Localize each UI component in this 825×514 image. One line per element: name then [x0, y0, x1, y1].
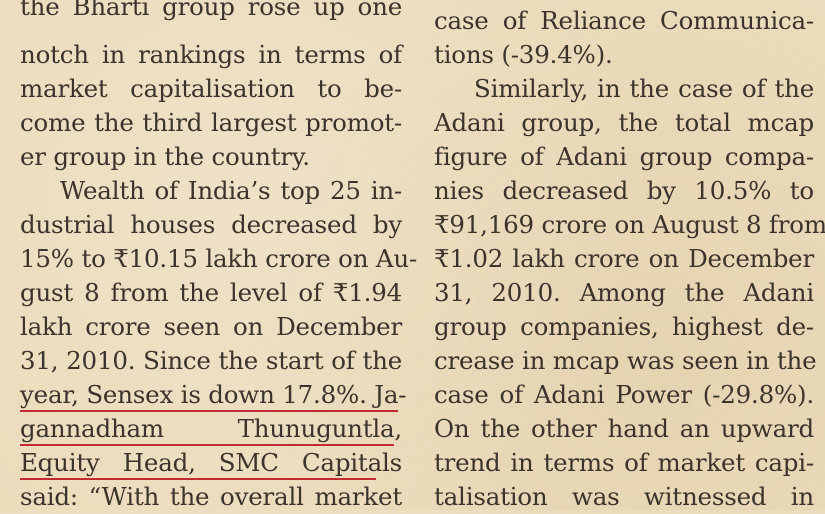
text-line: said: “With the overall market: [20, 482, 402, 511]
text-line: Equity Head, SMC Capitals: [20, 448, 402, 477]
text-line: gust 8 from the level of ₹1.94: [20, 278, 402, 307]
red-underline: [20, 478, 376, 480]
text-line: 31, 2010. Among the Adani: [434, 278, 814, 307]
text-line: er group in the country.: [20, 142, 310, 171]
text-line: trend in terms of market capi-: [434, 448, 814, 477]
text-line: ₹1.02 lakh crore on December: [434, 244, 814, 273]
text-line: ₹91,169 crore on August 8 from: [434, 210, 825, 239]
text-line: tions (-39.4%).: [434, 40, 613, 69]
text-line: gannadham Thunuguntla,: [20, 414, 402, 443]
text-line: talisation was witnessed in: [434, 482, 814, 511]
text-line: the Bharti group rose up one: [20, 0, 402, 21]
text-line: Wealth of India’s top 25 in-: [60, 176, 402, 205]
text-line: 15% to ₹10.15 lakh crore on Au-: [20, 244, 418, 273]
text-line: Adani group, the total mcap: [434, 108, 814, 137]
text-line: come the third largest promot-: [20, 108, 402, 137]
text-line: On the other hand an upward: [434, 414, 814, 443]
text-line: figure of Adani group compa-: [434, 142, 814, 171]
text-line: dustrial houses decreased by: [20, 210, 402, 239]
text-line: case of Reliance Communica-: [434, 6, 814, 35]
text-line: crease in mcap was seen in the: [434, 346, 817, 375]
text-line: lakh crore seen on December: [20, 312, 402, 341]
text-line: group companies, highest de-: [434, 312, 814, 341]
text-line: 31, 2010. Since the start of the: [20, 346, 402, 375]
red-underline: [20, 444, 394, 446]
text-line: case of Adani Power (-29.8%).: [434, 380, 814, 409]
text-line: notch in rankings in terms of: [20, 40, 402, 69]
red-underline: [20, 410, 398, 412]
text-line: Similarly, in the case of the: [474, 74, 814, 103]
text-line: market capitalisation to be-: [20, 74, 402, 103]
text-line: year, Sensex is down 17.8%. Ja-: [20, 380, 407, 409]
text-line: nies decreased by 10.5% to: [434, 176, 814, 205]
